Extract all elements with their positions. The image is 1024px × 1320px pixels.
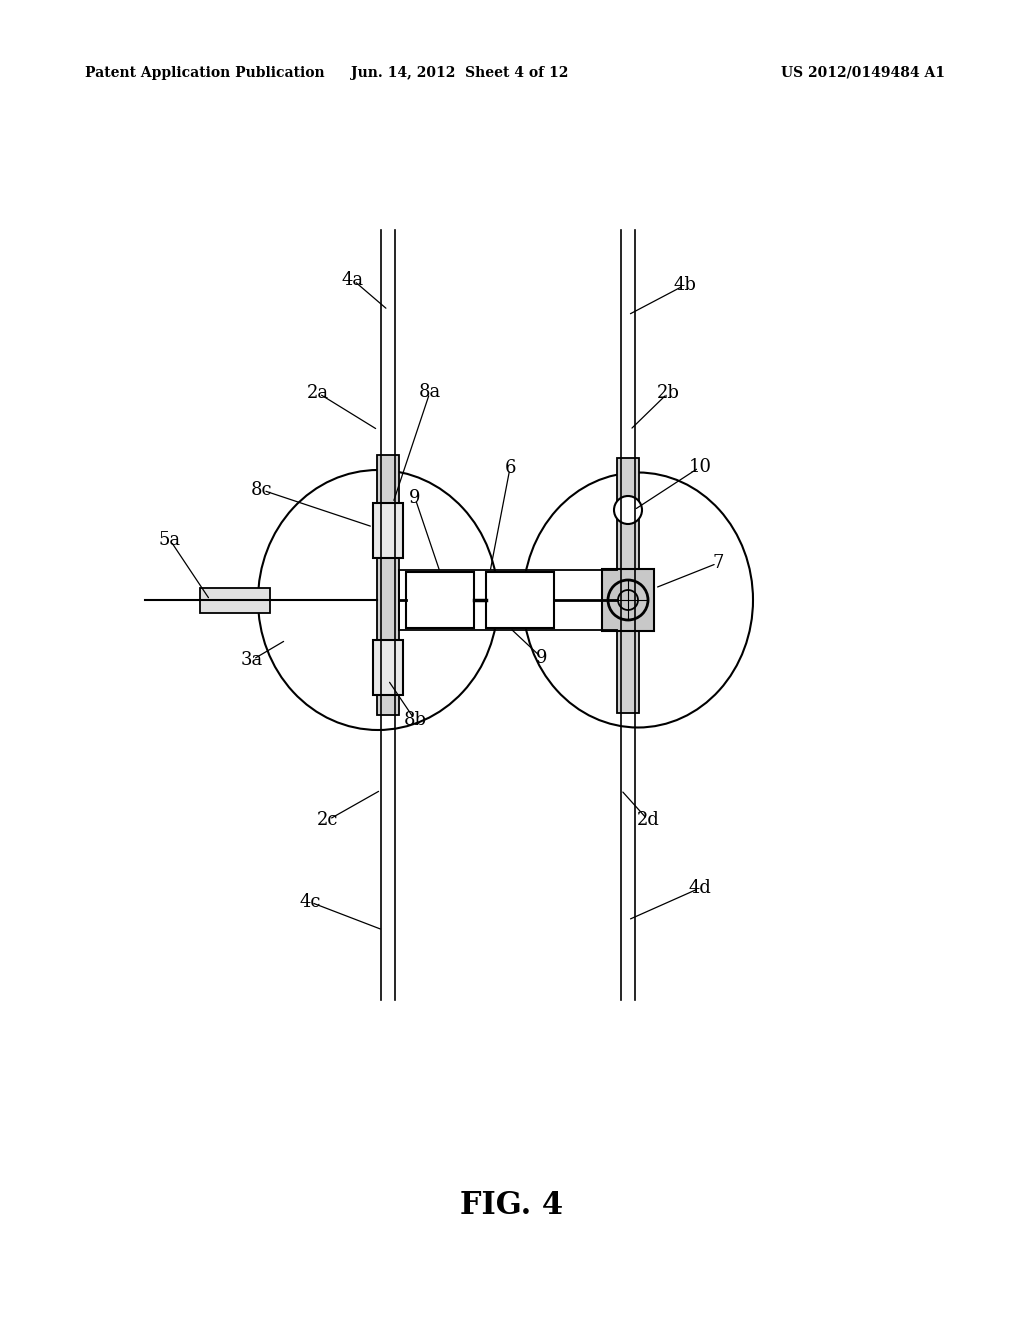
Text: 2c: 2c	[317, 810, 339, 829]
Text: 4b: 4b	[674, 276, 696, 294]
Bar	[377, 455, 399, 715]
Bar	[406, 572, 474, 628]
Text: Jun. 14, 2012  Sheet 4 of 12: Jun. 14, 2012 Sheet 4 of 12	[351, 66, 568, 81]
Bar	[486, 572, 554, 628]
Text: 6: 6	[504, 459, 516, 477]
Text: 7: 7	[713, 554, 724, 572]
Text: 4d: 4d	[688, 879, 712, 898]
Bar	[602, 569, 654, 631]
Text: 2d: 2d	[637, 810, 659, 829]
Text: 10: 10	[688, 458, 712, 477]
Circle shape	[614, 496, 642, 524]
Text: 3a: 3a	[241, 651, 263, 669]
Bar	[373, 640, 403, 696]
Text: 9: 9	[537, 649, 548, 667]
Text: FIG. 4: FIG. 4	[461, 1189, 563, 1221]
Text: 2a: 2a	[307, 384, 329, 403]
Text: US 2012/0149484 A1: US 2012/0149484 A1	[781, 66, 945, 81]
Text: Patent Application Publication: Patent Application Publication	[85, 66, 325, 81]
Bar	[373, 503, 403, 558]
Text: 8a: 8a	[419, 383, 441, 401]
Text: 5a: 5a	[159, 531, 181, 549]
Bar	[200, 587, 270, 612]
Text: 2b: 2b	[656, 384, 680, 403]
Text: 9: 9	[410, 488, 421, 507]
Text: 8c: 8c	[251, 480, 272, 499]
Text: 4a: 4a	[342, 271, 365, 289]
Text: 4c: 4c	[299, 894, 321, 911]
Text: 8b: 8b	[403, 711, 427, 729]
Bar	[617, 458, 639, 713]
